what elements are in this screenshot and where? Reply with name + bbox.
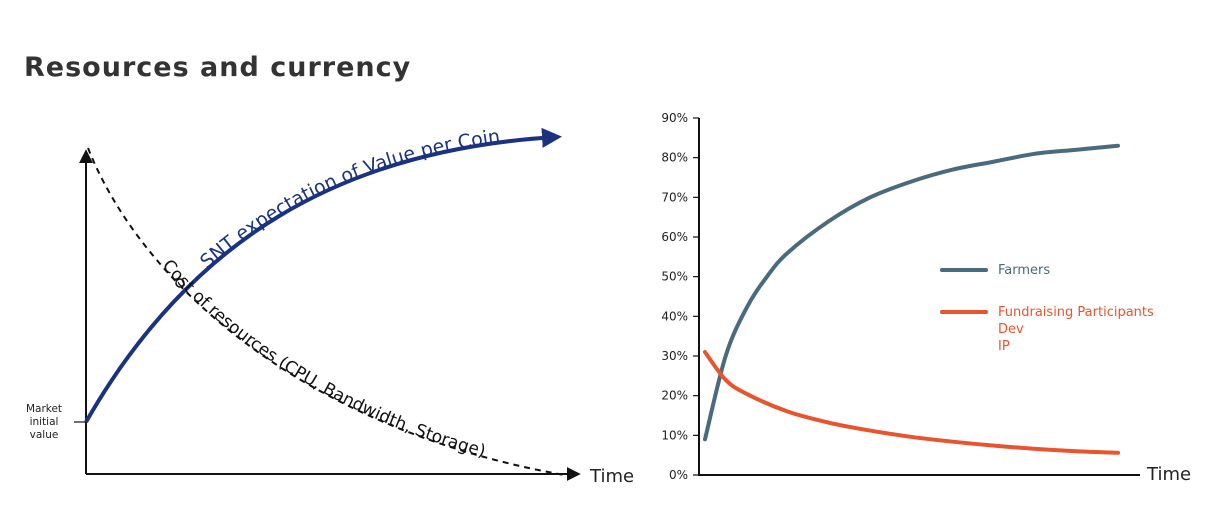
right-x-axis-label: Time bbox=[1146, 464, 1191, 485]
right-chart: Time 0% 10% 20% 30% 40% 50% 60% 70% 80% 90% Farme… bbox=[661, 111, 1191, 485]
y-tick-label: 40% bbox=[661, 309, 688, 323]
fundraising-line bbox=[703, 350, 1120, 455]
y-tick-label: 50% bbox=[661, 270, 688, 284]
y-tick-label: 70% bbox=[661, 190, 688, 204]
y-tick-label: 90% bbox=[661, 111, 688, 125]
legend-label-fundraising: Fundraising Participants Dev IP bbox=[998, 305, 1154, 354]
left-x-axis-label: Time bbox=[589, 466, 634, 487]
y-tick-label: 0% bbox=[669, 468, 688, 482]
y-tick-label: 10% bbox=[661, 428, 688, 442]
snt-value-curve bbox=[84, 127, 562, 423]
intersection-point bbox=[175, 278, 185, 288]
snt-curve-label: SNT expectation of Value per Coin bbox=[196, 125, 501, 272]
left-chart: Time Market initial value SNT expectation … bbox=[26, 125, 634, 487]
right-legend: Farmers Fundraising Participants Dev IP bbox=[940, 263, 1154, 354]
right-y-ticks: 0% 10% 20% 30% 40% 50% 60% 70% 80% 90% bbox=[661, 111, 699, 482]
cost-curve-label: Cost of resources (CPU, Bandwidth, Stora… bbox=[158, 256, 488, 462]
page-title: Resources and currency bbox=[24, 52, 412, 83]
market-initial-label: Market initial value bbox=[26, 403, 62, 441]
farmers-line bbox=[703, 143, 1120, 442]
y-tick-label: 20% bbox=[661, 389, 688, 403]
y-tick-label: 80% bbox=[661, 151, 688, 165]
y-tick-label: 60% bbox=[661, 230, 688, 244]
y-tick-label: 30% bbox=[661, 349, 688, 363]
cost-of-resources-curve bbox=[87, 147, 571, 477]
right-series bbox=[703, 143, 1120, 455]
legend-label-farmers: Farmers bbox=[998, 263, 1050, 278]
